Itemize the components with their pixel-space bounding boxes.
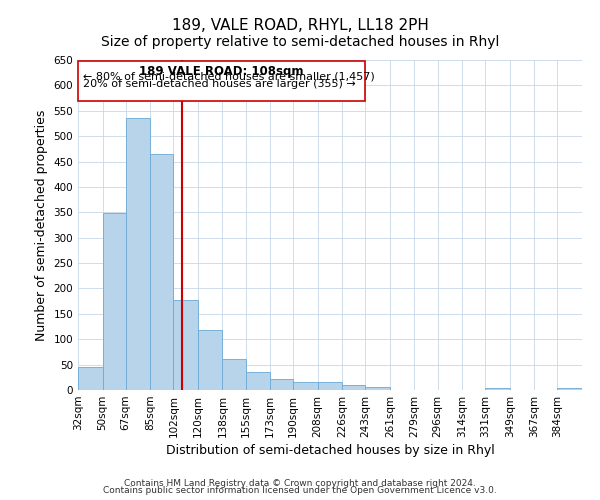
Bar xyxy=(198,330,223,390)
Text: Size of property relative to semi-detached houses in Rhyl: Size of property relative to semi-detach… xyxy=(101,35,499,49)
Text: ← 80% of semi-detached houses are smaller (1,457): ← 80% of semi-detached houses are smalle… xyxy=(83,72,375,82)
X-axis label: Distribution of semi-detached houses by size in Rhyl: Distribution of semi-detached houses by … xyxy=(166,444,494,457)
Bar xyxy=(223,358,245,390)
Bar xyxy=(125,118,150,390)
Bar xyxy=(150,154,173,390)
Bar xyxy=(342,385,365,390)
Text: Contains HM Land Registry data © Crown copyright and database right 2024.: Contains HM Land Registry data © Crown c… xyxy=(124,478,476,488)
Bar xyxy=(78,367,103,390)
Bar xyxy=(485,388,510,390)
Bar xyxy=(245,372,270,390)
Text: 189 VALE ROAD: 108sqm: 189 VALE ROAD: 108sqm xyxy=(139,64,304,78)
Bar xyxy=(103,214,125,390)
Text: Contains public sector information licensed under the Open Government Licence v3: Contains public sector information licen… xyxy=(103,486,497,495)
Y-axis label: Number of semi-detached properties: Number of semi-detached properties xyxy=(35,110,48,340)
FancyBboxPatch shape xyxy=(78,61,365,100)
Bar xyxy=(318,382,342,390)
Text: 189, VALE ROAD, RHYL, LL18 2PH: 189, VALE ROAD, RHYL, LL18 2PH xyxy=(172,18,428,32)
Bar xyxy=(293,382,318,390)
Bar xyxy=(270,379,293,390)
Bar xyxy=(557,388,582,390)
Bar xyxy=(365,388,390,390)
Text: 20% of semi-detached houses are larger (355) →: 20% of semi-detached houses are larger (… xyxy=(83,79,356,89)
Bar xyxy=(173,300,198,390)
